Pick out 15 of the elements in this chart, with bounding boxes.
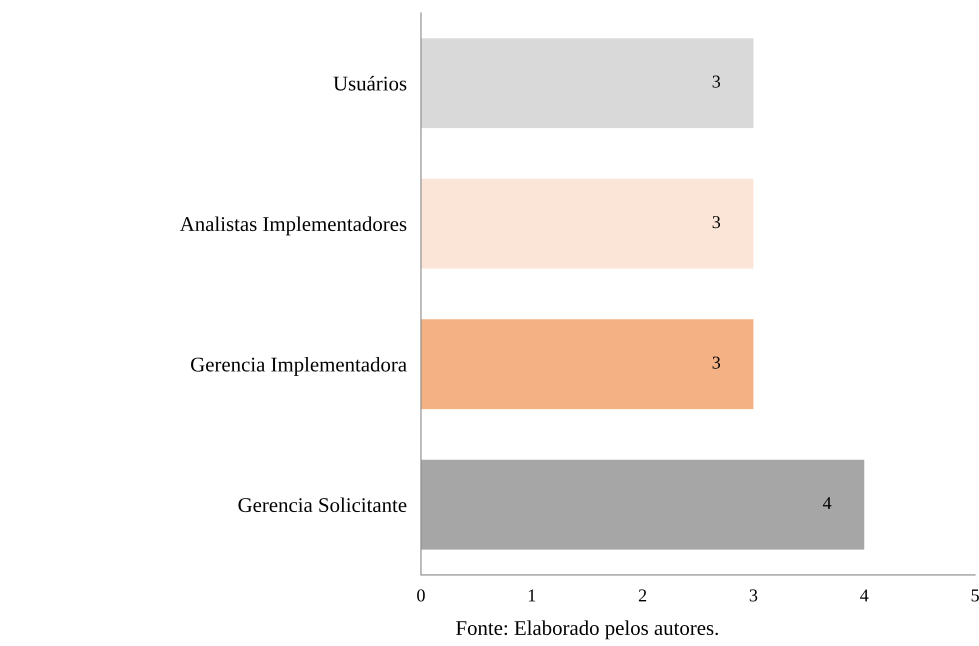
y-tick-label: Analistas Implementadores xyxy=(180,216,406,236)
x-tick-label: 1 xyxy=(528,589,536,602)
data-label: 4 xyxy=(822,497,832,510)
x-tick-label: 5 xyxy=(972,590,979,602)
data-label: 3 xyxy=(712,216,720,228)
source-note: Fonte: Elaborado pelos autores. xyxy=(456,620,718,640)
y-tick-label: Usuários xyxy=(333,76,406,91)
y-tick-label: Gerencia Solicitante xyxy=(238,497,406,512)
x-tick-label: 2 xyxy=(638,589,646,602)
x-tick-label: 0 xyxy=(417,589,425,602)
data-label: 3 xyxy=(712,76,720,88)
y-tick-label: Gerencia Implementadora xyxy=(191,356,407,376)
x-tick-label: 3 xyxy=(750,589,758,602)
data-label: 3 xyxy=(712,356,720,369)
x-tick-label: 4 xyxy=(860,589,868,602)
